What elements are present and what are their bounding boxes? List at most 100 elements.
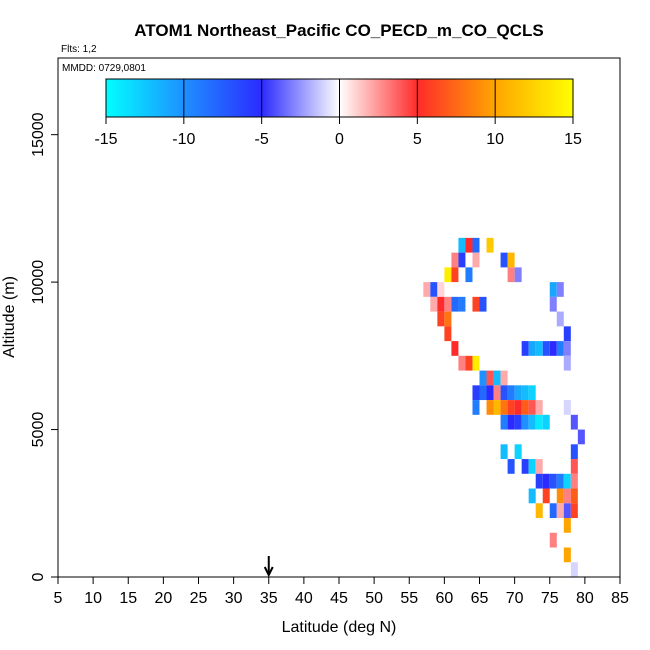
heatmap-cell [563,326,571,342]
x-tick-label: 15 [119,590,137,607]
heatmap-cell [521,400,529,415]
x-tick-label: 10 [84,590,102,607]
y-tick-label: 5000 [30,412,47,448]
heatmap-cell [521,459,529,474]
heatmap-cell [556,473,564,489]
heatmap-cell [514,400,522,415]
heatmap-cell [507,459,515,474]
x-tick-label: 60 [435,590,453,607]
x-tick-label: 5 [54,590,63,607]
heatmap-cell [542,473,550,489]
heatmap-cell [514,444,522,460]
x-tick-label: 55 [400,590,418,607]
heatmap-cell [556,341,564,356]
heatmap-cell [535,414,543,430]
heatmap-cell [500,370,508,386]
colorbar-tick-label: 10 [486,131,504,148]
heatmap-cell [549,532,557,548]
heatmap-cell [437,311,445,327]
heatmap-cell [486,237,494,253]
heatmap-cell [570,503,578,519]
heatmap-cell [528,488,536,504]
mmdd-label: MMDD: 0729,0801 [62,63,146,74]
heatmap-cell [465,237,473,253]
heatmap-cell [570,444,578,460]
heatmap-cell [556,503,564,519]
heatmap-cell [563,400,571,415]
heatmap-cell [570,459,578,474]
heatmap-cell [500,444,508,460]
heatmap-cell [486,400,494,415]
heatmap-cell [577,429,585,445]
heatmap-cell [444,311,452,327]
heatmap-cell [535,503,543,519]
heatmap-cell [479,370,487,386]
y-tick-label: 0 [30,572,47,581]
heatmap-cell [528,385,536,401]
colorbar-tick-label: -15 [94,131,117,148]
heatmap-cell [479,385,487,401]
heatmap-cell [500,414,508,430]
x-tick-label: 75 [541,590,559,607]
y-axis-label: Altitude (m) [1,276,18,358]
heatmap-cell [507,252,515,268]
heatmap-cell [465,267,473,283]
heatmap-cell [549,296,557,312]
heatmap-cell [507,414,515,430]
colorbar-tick-label: 15 [564,131,582,148]
heatmap-cell [507,385,515,401]
heatmap-cell [507,400,515,415]
heatmap-cell [563,341,571,356]
heatmap-cell [528,400,536,415]
heatmap-cell [535,459,543,474]
heatmap-cell [486,385,494,401]
heatmap-cell [437,296,445,312]
heatmap-cell [556,311,564,327]
heatmap-cell [563,488,571,504]
heatmap-cell [444,267,452,283]
heatmap-cell [486,370,494,386]
heatmap-cell [535,341,543,356]
heatmap-cell [472,400,480,415]
heatmap-cell [514,267,522,283]
heatmap-cell [570,488,578,504]
heatmap-cell [570,473,578,489]
heatmap-cell [451,267,459,283]
heatmap-cell [451,296,459,312]
heatmap-cell [549,503,557,519]
heatmap-cell [556,488,564,504]
colorbar-tick-label: -10 [172,131,195,148]
heatmap-cell [542,414,550,430]
heatmap-cell [472,296,480,312]
heatmap-cell [458,252,466,268]
x-tick-label: 25 [190,590,208,607]
heatmap-cell [521,341,529,356]
x-tick-label: 65 [471,590,489,607]
heatmap-cell [563,473,571,489]
x-tick-label: 35 [260,590,278,607]
heatmap-cell [528,341,536,356]
heatmap-cell [430,282,438,297]
x-tick-label: 45 [330,590,348,607]
heatmap-cell [493,385,501,401]
x-tick-label: 70 [506,590,524,607]
y-tick-label: 15000 [30,112,47,157]
x-tick-label: 50 [365,590,383,607]
heatmap-cell [528,459,536,474]
heatmap-cell [521,385,529,401]
colorbar-tick-label: -5 [255,131,269,148]
heatmap-cell [465,355,473,371]
heatmap-cell [549,282,557,297]
chart-title: ATOM1 Northeast_Pacific CO_PECD_m_CO_QCL… [134,21,543,40]
heatmap-cell [472,355,480,371]
heatmap-cell [493,370,501,386]
heatmap-cell [472,252,480,268]
heatmap-cell [521,414,529,430]
x-tick-label: 85 [611,590,629,607]
heatmap-cell [444,296,452,312]
heatmap-cell [444,326,452,342]
heatmap-cell [563,547,571,563]
heatmap-cell [549,341,557,356]
heatmap-cell [514,385,522,401]
heatmap-cell [458,296,466,312]
